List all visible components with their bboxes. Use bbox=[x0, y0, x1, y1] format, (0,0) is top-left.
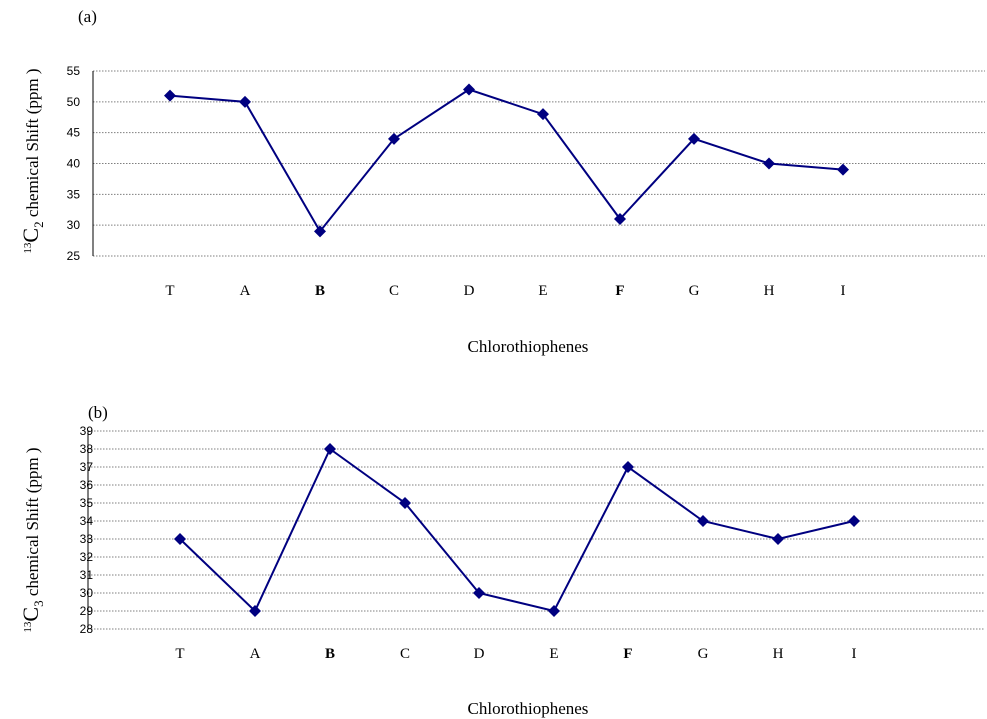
y-tick-label: 38 bbox=[80, 442, 94, 456]
y-tick-label: 30 bbox=[80, 586, 94, 600]
panel-label: (a) bbox=[78, 7, 97, 26]
data-point bbox=[388, 132, 400, 145]
data-point bbox=[837, 163, 849, 176]
x-tick-label: B bbox=[325, 646, 335, 662]
x-tick-label: H bbox=[764, 283, 775, 299]
x-tick-label: T bbox=[165, 283, 174, 299]
y-tick-label: 33 bbox=[80, 532, 94, 546]
y-tick-label: 30 bbox=[67, 218, 81, 232]
data-point bbox=[314, 225, 326, 238]
x-axis-label: Chlorothiophenes bbox=[468, 699, 589, 718]
x-tick-label: B bbox=[315, 283, 325, 299]
x-tick-label: H bbox=[773, 646, 784, 662]
data-point bbox=[239, 95, 251, 108]
chart-b: 28 29 30 31 32 33 34 35 36 37 38 39 T A B C D E F G H I (b) Chl… bbox=[18, 403, 985, 718]
data-point bbox=[622, 461, 634, 473]
x-tick-label: E bbox=[549, 646, 558, 662]
data-point bbox=[763, 157, 775, 170]
data-point bbox=[399, 497, 411, 509]
x-tick-label: D bbox=[474, 646, 485, 662]
data-point bbox=[688, 132, 700, 145]
y-tick-label: 32 bbox=[80, 550, 94, 564]
data-point bbox=[249, 605, 261, 617]
y-tick-label: 28 bbox=[80, 622, 94, 636]
y-tick-label: 25 bbox=[67, 249, 81, 263]
y-axis-label: 13C2 chemical Shift (ppm ) bbox=[18, 68, 46, 253]
x-tick-label: C bbox=[400, 646, 410, 662]
x-tick-label: I bbox=[841, 283, 846, 299]
data-point bbox=[174, 533, 186, 545]
y-tick-label: 45 bbox=[67, 126, 81, 140]
y-tick-label: 40 bbox=[67, 157, 81, 171]
data-point bbox=[537, 108, 549, 121]
data-point bbox=[164, 89, 176, 102]
x-tick-label: C bbox=[389, 283, 399, 299]
series-line bbox=[169, 88, 844, 234]
y-tick-label: 55 bbox=[67, 64, 81, 78]
data-point bbox=[548, 605, 560, 617]
x-tick-label: F bbox=[623, 646, 632, 662]
data-point bbox=[614, 213, 626, 225]
y-tick-label: 34 bbox=[80, 514, 94, 528]
x-tick-label: T bbox=[175, 646, 184, 662]
y-tick-label: 35 bbox=[80, 496, 94, 510]
x-tick-label: F bbox=[615, 283, 624, 299]
chart-a: 25 30 35 40 45 50 55 T A B C D E F G H I (a) Chlorothiophe… bbox=[18, 7, 985, 356]
x-tick-label: D bbox=[464, 283, 475, 299]
y-tick-label: 39 bbox=[80, 424, 94, 438]
x-tick-label: G bbox=[689, 283, 700, 299]
data-point bbox=[848, 515, 860, 527]
y-tick-label: 35 bbox=[67, 187, 81, 201]
y-tick-label: 31 bbox=[80, 568, 94, 582]
y-tick-label: 37 bbox=[80, 460, 94, 474]
x-axis-label: Chlorothiophenes bbox=[468, 337, 589, 356]
y-tick-label: 50 bbox=[67, 95, 81, 109]
data-point bbox=[473, 587, 485, 599]
data-point bbox=[697, 515, 709, 527]
data-point bbox=[772, 533, 784, 545]
y-axis-label: 13C3 chemical Shift (ppm ) bbox=[18, 447, 46, 632]
data-point bbox=[463, 83, 475, 96]
x-tick-label: G bbox=[698, 646, 709, 662]
x-tick-label: I bbox=[852, 646, 857, 662]
x-tick-label: A bbox=[250, 646, 261, 662]
x-tick-label: E bbox=[538, 283, 547, 299]
x-tick-label: A bbox=[240, 283, 251, 299]
y-tick-label: 36 bbox=[80, 478, 94, 492]
data-point bbox=[324, 443, 336, 455]
y-tick-label: 29 bbox=[80, 604, 94, 618]
series-line bbox=[179, 447, 855, 613]
panel-label: (b) bbox=[88, 403, 108, 422]
